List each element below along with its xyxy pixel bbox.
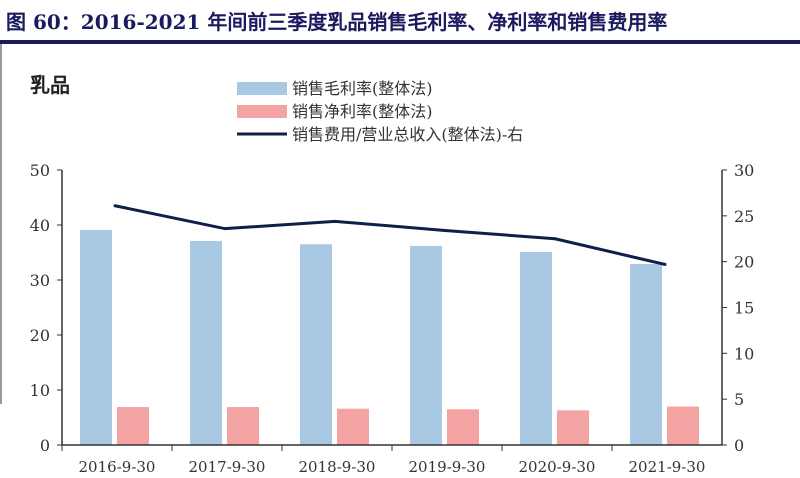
y-tick-label-right: 25	[734, 207, 754, 226]
bar	[80, 229, 112, 445]
y-tick-label-right: 0	[734, 436, 744, 455]
figure-title: 图 60：2016-2021 年间前三季度乳品销售毛利率、净利率和销售费用率	[6, 10, 668, 34]
x-tick-label: 2016-9-30	[79, 458, 156, 476]
left-border	[0, 44, 2, 404]
line-point	[663, 262, 667, 266]
y-tick-label-right: 20	[734, 253, 754, 272]
legend-swatch	[237, 105, 287, 118]
x-tick-label: 2019-9-30	[409, 458, 486, 476]
bar	[630, 264, 662, 445]
legend-label: 销售净利率(整体法)	[292, 102, 433, 121]
y-tick-label-left: 10	[30, 381, 50, 400]
line-point	[553, 237, 557, 241]
line-point	[113, 204, 117, 208]
y-tick-label-right: 5	[734, 390, 744, 409]
legend-swatch	[237, 82, 287, 95]
bar	[117, 407, 149, 445]
y-tick-label-right: 30	[734, 161, 754, 180]
bar	[190, 240, 222, 445]
x-tick-label: 2018-9-30	[299, 458, 376, 476]
line-point	[333, 219, 337, 223]
y-tick-label-right: 10	[734, 344, 754, 363]
y-tick-label-left: 50	[30, 161, 50, 180]
legend-label: 销售费用/营业总收入(整体法)-右	[292, 125, 523, 144]
bar	[557, 410, 589, 445]
bar	[520, 251, 552, 445]
chart-subtitle: 乳品	[30, 73, 70, 97]
x-tick-label: 2021-9-30	[629, 458, 706, 476]
bar	[447, 409, 479, 445]
bar	[667, 406, 699, 445]
bar	[337, 408, 369, 445]
line-point	[223, 227, 227, 231]
x-tick-label: 2017-9-30	[189, 458, 266, 476]
y-tick-label-left: 30	[30, 271, 50, 290]
line-point	[443, 229, 447, 232]
bar	[410, 245, 442, 445]
x-tick-label: 2020-9-30	[519, 458, 596, 476]
y-tick-label-left: 0	[40, 436, 50, 455]
title-rule	[0, 40, 800, 44]
line-series	[114, 204, 666, 266]
y-tick-label-right: 15	[734, 299, 754, 318]
bar	[300, 244, 332, 445]
bar	[227, 407, 259, 445]
y-tick-label-left: 20	[30, 326, 50, 345]
legend-label: 销售毛利率(整体法)	[292, 79, 433, 98]
y-tick-label-left: 40	[30, 216, 50, 235]
